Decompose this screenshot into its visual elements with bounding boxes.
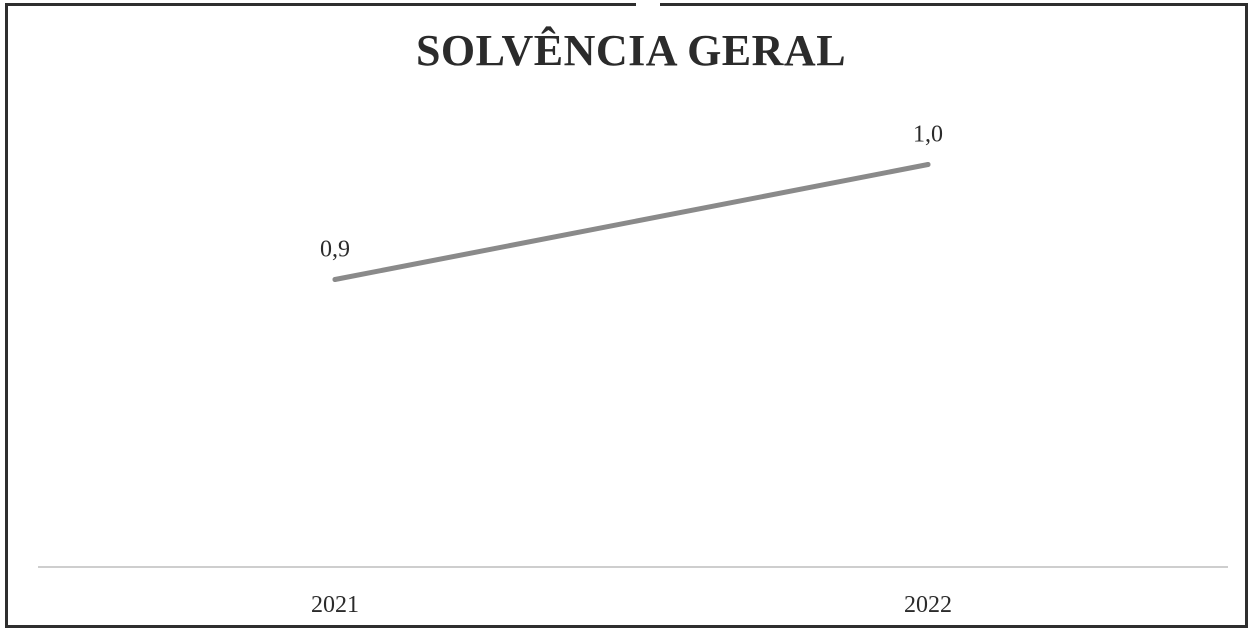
tick-layer: 2021 2022 (311, 592, 952, 618)
label-layer: 0,9 1,0 (320, 122, 943, 263)
frame-notch (636, 0, 660, 6)
data-point-2022 (925, 162, 931, 167)
x-tick-label-2021: 2021 (311, 592, 359, 618)
x-tick-label-2022: 2022 (904, 592, 952, 618)
series-layer (332, 162, 931, 282)
chart-title: SOLVÊNCIA GERAL (415, 26, 847, 75)
data-point-2021 (332, 277, 338, 282)
data-label-2021: 0,9 (320, 237, 350, 263)
series-line-0 (332, 162, 931, 282)
data-label-2022: 1,0 (913, 122, 943, 148)
chart-frame (5, 3, 1248, 628)
